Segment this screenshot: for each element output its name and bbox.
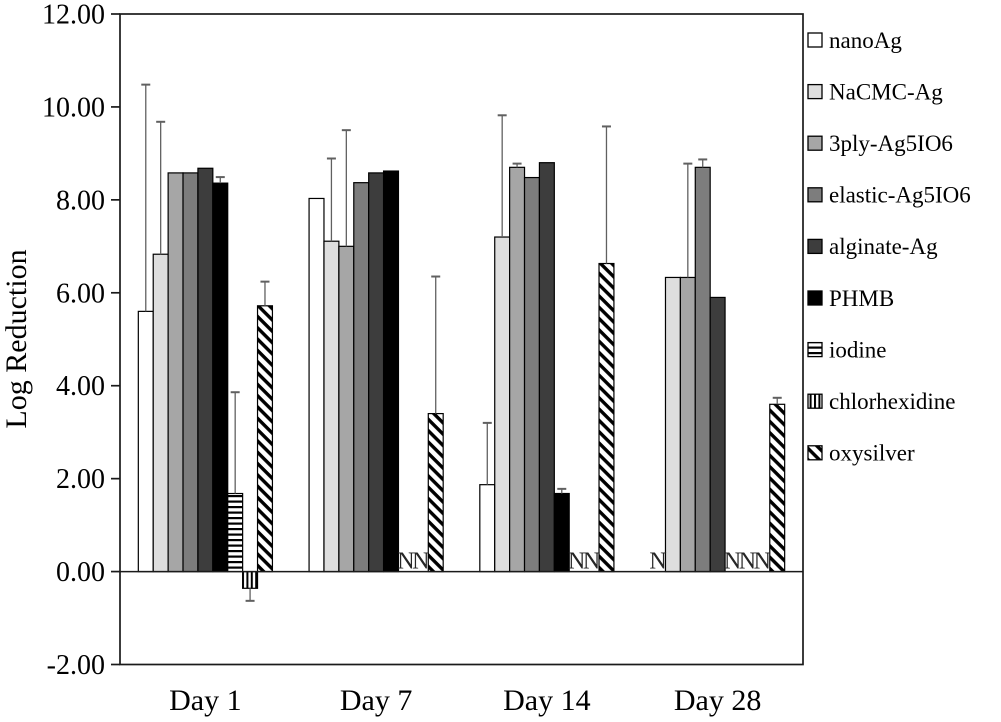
bar-nanoag-day-14 [479, 484, 496, 573]
bar-nanoag-day-1 [137, 310, 154, 573]
error-bars-layer [141, 83, 782, 602]
legend-swatch-oxysilver [807, 445, 823, 461]
bar-nanoag-day-7 [308, 197, 325, 573]
bar-alginate-ag-day-14 [538, 162, 555, 573]
bar-3ply-ag5io6-day-7 [338, 245, 355, 573]
x-category-label-day-14: Day 14 [503, 684, 590, 717]
bar-nacmc-ag-day-14 [494, 236, 511, 573]
legend-label-chlorhexidine: chlorhexidine [829, 389, 955, 414]
na-marker-phmb-day-28: N [724, 549, 741, 575]
bar-nacmc-ag-day-28 [664, 276, 681, 573]
legend-swatch-nanoag [807, 32, 823, 48]
legend-swatch-chlorhexidine [807, 393, 823, 409]
y-tick-label-2-00: -2.00 [47, 650, 105, 681]
legend-swatch-phmb [807, 290, 823, 306]
bar-elastic-ag5io6-day-14 [523, 176, 541, 573]
x-category-label-day-7: Day 7 [340, 684, 412, 717]
legend-item-nanoag: nanoAg [807, 28, 902, 53]
labels-layer: N NN N NN N N12.0010.008.006.004.002.000.00-2… [0, 0, 771, 717]
bar-oxysilver-day-7 [427, 412, 444, 573]
legend-item-elastic-ag5io6: elastic-Ag5IO6 [807, 183, 971, 208]
na-marker-chlorhexidine-day-7: N [412, 549, 429, 575]
y-tick-label-12-00: 12.00 [42, 0, 105, 31]
legend-item-nacmc-ag: NaCMC-Ag [807, 79, 943, 104]
legend-swatch-elastic-ag5io6 [807, 187, 823, 203]
bar-alginate-ag-day-28 [709, 296, 726, 573]
bar-oxysilver-day-1 [256, 305, 274, 573]
bar-phmb-day-7 [382, 170, 400, 573]
y-tick-label-0-00: 0.00 [56, 557, 105, 588]
legend-label-nanoag: nanoAg [829, 28, 902, 53]
legend-label-elastic-ag5io6: elastic-Ag5IO6 [829, 183, 971, 208]
bar-oxysilver-day-14 [598, 262, 615, 573]
legend: nanoAg NaCMC-Ag 3ply-Ag5IO6 elastic-Ag5IO6 a… [807, 28, 971, 466]
bar-alginate-ag-day-1 [197, 167, 214, 573]
bar-elastic-ag5io6-day-7 [353, 182, 370, 573]
axes-layer [111, 13, 804, 666]
legend-item-alginate-ag: alginate-Ag [807, 234, 938, 259]
legend-item-iodine: iodine [807, 337, 887, 362]
bar-alginate-ag-day-7 [368, 172, 385, 573]
na-marker-iodine-day-28: N [739, 549, 756, 575]
legend-label-nacmc-ag: NaCMC-Ag [829, 79, 943, 104]
y-tick-label-6-00: 6.00 [56, 278, 105, 309]
x-category-label-day-1: Day 1 [169, 684, 241, 717]
legend-swatch-iodine [807, 341, 823, 358]
legend-label-oxysilver: oxysilver [829, 441, 915, 466]
legend-swatch-3ply-ag5io6 [807, 135, 823, 151]
na-marker-iodine-day-7: N [397, 549, 414, 575]
plot-border [119, 13, 804, 666]
legend-label-3ply-ag5io6: 3ply-Ag5IO6 [829, 131, 953, 156]
legend-label-iodine: iodine [829, 337, 887, 362]
y-tick-label-4-00: 4.00 [56, 371, 105, 402]
bar-iodine-day-1 [227, 492, 244, 573]
bar-phmb-day-1 [212, 182, 229, 573]
y-tick-label-8-00: 8.00 [56, 185, 105, 216]
na-marker-chlorhexidine-day-14: N [583, 549, 600, 575]
bar-elastic-ag5io6-day-28 [694, 166, 711, 573]
bar-nacmc-ag-day-1 [152, 253, 169, 573]
bar-nacmc-ag-day-7 [323, 240, 340, 573]
na-marker-nanoag-day-28: N [649, 549, 666, 575]
x-category-label-day-28: Day 28 [674, 684, 761, 717]
na-marker-iodine-day-14: N [568, 549, 585, 575]
bar-chlorhexidine-day-1 [242, 570, 259, 589]
legend-item-phmb: PHMB [807, 286, 894, 311]
bar-3ply-ag5io6-day-28 [679, 276, 696, 573]
legend-swatch-nacmc-ag [807, 83, 823, 100]
legend-swatch-alginate-ag [807, 238, 823, 255]
na-marker-chlorhexidine-day-28: N [754, 549, 771, 575]
legend-label-alginate-ag: alginate-Ag [829, 234, 938, 259]
y-tick-label-2-00: 2.00 [56, 464, 105, 495]
bars-layer [137, 162, 786, 589]
bar-3ply-ag5io6-day-1 [167, 172, 184, 573]
bar-elastic-ag5io6-day-1 [182, 172, 199, 573]
legend-item-chlorhexidine: chlorhexidine [807, 389, 955, 414]
legend-item-oxysilver: oxysilver [807, 441, 915, 466]
legend-label-phmb: PHMB [829, 286, 894, 311]
bar-3ply-ag5io6-day-14 [509, 166, 526, 573]
bar-phmb-day-14 [553, 492, 570, 573]
y-tick-label-10-00: 10.00 [42, 92, 105, 123]
y-axis-title: Log Reduction [0, 249, 33, 428]
bar-oxysilver-day-28 [769, 403, 786, 573]
legend-item-3ply-ag5io6: 3ply-Ag5IO6 [807, 131, 953, 156]
